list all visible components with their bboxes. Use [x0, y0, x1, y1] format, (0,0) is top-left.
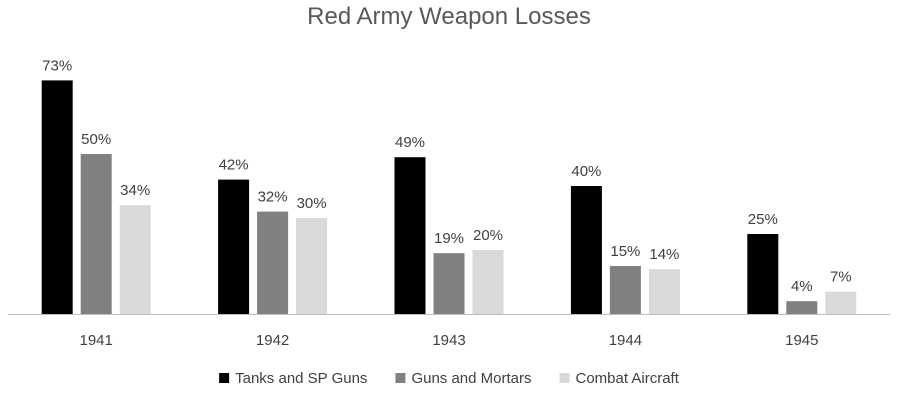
chart-title: Red Army Weapon Losses [307, 3, 591, 30]
bars-group [41, 80, 857, 315]
x-tick-label-1944: 1944 [609, 332, 642, 349]
bar-1945-s1 [786, 301, 818, 314]
bar-1942-s1 [257, 211, 289, 314]
bar-1943-s1 [433, 253, 465, 314]
legend-label-s1: Guns and Mortars [411, 370, 531, 387]
x-axis-labels: 1941 1942 1943 1944 1945 [80, 332, 819, 349]
bar-1943-s0 [394, 157, 426, 314]
legend-swatch-s1 [395, 373, 406, 383]
legend: Tanks and SP Guns Guns and Mortars Combat … [219, 370, 680, 387]
data-label-1943-s1: 19% [434, 230, 464, 247]
data-label-1943-s0: 49% [395, 134, 425, 151]
data-label-1944-s1: 15% [610, 243, 640, 260]
x-tick-label-1943: 1943 [432, 332, 465, 349]
data-label-1945-s0: 25% [748, 211, 778, 228]
x-tick-label-1942: 1942 [256, 332, 289, 349]
bar-1941-s2 [119, 205, 151, 314]
data-labels-group: 73% 50% 34% 42% 32% 30% 49% 19% 20% 40% 15% 14% 25% 4… [42, 57, 851, 295]
data-label-1942-s2: 30% [297, 195, 327, 212]
legend-swatch-s2 [559, 373, 570, 383]
bar-1942-s0 [218, 179, 250, 314]
data-label-1944-s2: 14% [649, 246, 679, 263]
legend-item-s2: Combat Aircraft [559, 370, 680, 387]
legend-item-s0: Tanks and SP Guns [219, 370, 367, 387]
x-tick-label-1945: 1945 [785, 332, 818, 349]
data-label-1943-s2: 20% [473, 227, 503, 244]
bar-1944-s1 [609, 266, 641, 314]
bar-1944-s0 [570, 186, 602, 314]
bar-1945-s2 [825, 291, 857, 314]
bar-1944-s2 [648, 269, 680, 314]
legend-label-s2: Combat Aircraft [576, 370, 680, 387]
bar-1942-s2 [296, 218, 328, 314]
data-label-1942-s1: 32% [258, 189, 288, 206]
legend-label-s0: Tanks and SP Guns [235, 370, 367, 387]
legend-swatch-s0 [219, 373, 230, 383]
data-label-1941-s1: 50% [81, 131, 111, 148]
data-label-1942-s0: 42% [219, 157, 249, 174]
data-label-1945-s1: 4% [791, 278, 813, 295]
x-tick-label-1941: 1941 [80, 332, 113, 349]
legend-item-s1: Guns and Mortars [395, 370, 532, 387]
data-label-1941-s0: 73% [42, 57, 72, 74]
bar-1941-s1 [80, 154, 112, 314]
bar-1943-s2 [472, 250, 504, 314]
data-label-1941-s2: 34% [120, 182, 150, 199]
bar-1945-s0 [747, 234, 779, 314]
data-label-1945-s2: 7% [830, 269, 852, 286]
data-label-1944-s0: 40% [571, 163, 601, 180]
bar-1941-s0 [41, 80, 73, 315]
